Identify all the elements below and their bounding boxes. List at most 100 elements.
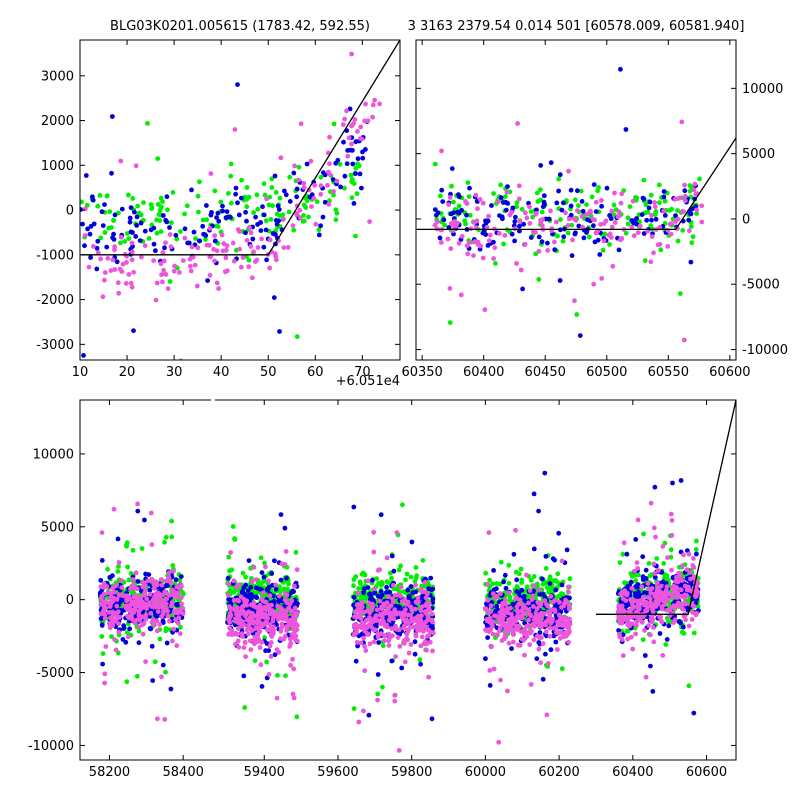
- data-point-magenta: [522, 610, 527, 616]
- y-tick-label: 0: [66, 204, 74, 219]
- data-point-magenta: [267, 622, 273, 628]
- data-point-magenta: [292, 605, 298, 611]
- data-point-green: [232, 536, 237, 542]
- data-point-blue: [360, 149, 365, 155]
- data-point-magenta: [274, 695, 280, 701]
- data-point-green: [356, 586, 361, 591]
- data-point-magenta: [251, 249, 256, 255]
- data-point-magenta: [448, 246, 454, 252]
- data-point-magenta: [179, 601, 185, 607]
- data-point-blue: [685, 548, 690, 553]
- data-point-magenta: [102, 671, 108, 677]
- data-point-magenta: [140, 599, 145, 605]
- data-point-magenta: [545, 661, 551, 666]
- data-point-magenta: [409, 616, 414, 622]
- data-point-blue: [191, 229, 197, 235]
- data-point-green: [363, 596, 369, 602]
- data-point-magenta: [439, 148, 444, 154]
- data-point-blue: [673, 213, 678, 219]
- data-point-magenta: [140, 584, 146, 590]
- data-point-magenta: [675, 593, 681, 598]
- data-point-magenta: [571, 216, 577, 222]
- data-point-magenta: [125, 634, 131, 640]
- data-point-magenta: [166, 570, 172, 576]
- data-point-magenta: [691, 187, 697, 193]
- data-point-magenta: [355, 129, 360, 134]
- data-point-magenta: [334, 178, 340, 184]
- data-point-magenta: [155, 590, 161, 596]
- data-point-magenta: [646, 594, 651, 600]
- data-point-green: [442, 222, 447, 228]
- data-point-green: [514, 584, 520, 589]
- data-point-green: [258, 581, 264, 586]
- data-point-green: [514, 204, 519, 210]
- x-tick-label: 60: [307, 365, 324, 380]
- data-point-blue: [405, 587, 411, 593]
- y-tick-label: 1000: [41, 159, 74, 174]
- data-point-magenta: [157, 595, 163, 601]
- data-point-magenta: [516, 196, 522, 202]
- data-point-green: [664, 573, 670, 578]
- data-point-green: [646, 561, 652, 566]
- data-point-blue: [552, 557, 557, 563]
- data-point-green: [239, 177, 245, 183]
- data-point-magenta: [629, 634, 634, 640]
- data-point-magenta: [430, 648, 435, 654]
- data-point-green: [109, 634, 114, 639]
- data-point-magenta: [372, 97, 377, 103]
- data-point-magenta: [168, 580, 174, 586]
- data-point-green: [654, 556, 660, 561]
- data-point-magenta: [366, 600, 372, 606]
- y-tick-label: 0: [742, 212, 750, 227]
- data-point-magenta: [390, 583, 396, 588]
- data-point-blue: [485, 635, 490, 640]
- data-point-green: [559, 666, 565, 672]
- data-point-blue: [410, 590, 416, 596]
- data-point-green: [607, 242, 612, 247]
- data-point-magenta: [159, 577, 164, 582]
- data-point-magenta: [629, 585, 635, 591]
- data-point-blue: [162, 245, 167, 251]
- data-point-magenta: [250, 611, 255, 616]
- data-point-blue: [568, 187, 574, 193]
- data-point-magenta: [352, 117, 358, 122]
- data-point-blue: [591, 182, 597, 188]
- data-point-blue: [345, 148, 351, 153]
- data-point-blue: [432, 207, 438, 213]
- data-point-magenta: [249, 275, 255, 281]
- data-point-green: [269, 176, 275, 182]
- data-point-green: [215, 224, 221, 230]
- data-point-magenta: [386, 631, 392, 637]
- data-point-magenta: [637, 606, 642, 612]
- data-point-blue: [350, 147, 355, 153]
- data-point-magenta: [375, 697, 380, 703]
- data-point-green: [244, 204, 250, 210]
- y-tick-label: -2000: [36, 293, 74, 308]
- data-point-magenta: [557, 599, 562, 605]
- data-point-blue: [451, 210, 456, 216]
- data-point-magenta: [404, 631, 410, 637]
- data-point-blue: [250, 236, 256, 242]
- data-point-magenta: [357, 136, 363, 142]
- data-point-magenta: [174, 643, 180, 648]
- data-point-blue: [241, 585, 247, 591]
- data-point-magenta: [656, 568, 661, 573]
- data-point-blue: [85, 226, 90, 232]
- data-point-magenta: [160, 279, 165, 285]
- data-point-magenta: [130, 249, 135, 255]
- data-point-blue: [505, 201, 511, 206]
- data-point-magenta: [105, 256, 111, 261]
- data-point-blue: [543, 651, 548, 657]
- data-point-green: [624, 628, 630, 634]
- data-point-magenta: [179, 584, 184, 590]
- data-point-magenta: [371, 529, 377, 535]
- data-point-blue: [538, 163, 544, 168]
- data-point-magenta: [668, 231, 674, 237]
- data-point-magenta: [371, 549, 377, 555]
- data-point-green: [552, 578, 558, 583]
- data-point-magenta: [681, 552, 686, 558]
- data-point-green: [555, 233, 560, 239]
- data-point-magenta: [651, 525, 657, 531]
- data-point-green: [600, 247, 606, 253]
- data-point-blue: [212, 238, 218, 244]
